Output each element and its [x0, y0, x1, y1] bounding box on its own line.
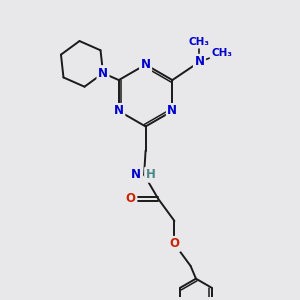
- Text: N: N: [194, 55, 204, 68]
- Text: N: N: [98, 67, 108, 80]
- Text: CH₃: CH₃: [189, 37, 210, 47]
- Text: N: N: [141, 58, 151, 71]
- Text: CH₃: CH₃: [211, 48, 232, 58]
- Text: H: H: [146, 168, 155, 181]
- Text: O: O: [169, 237, 179, 250]
- Text: O: O: [126, 192, 136, 206]
- Text: N: N: [167, 104, 177, 118]
- Text: N: N: [114, 104, 124, 118]
- Text: N: N: [131, 168, 141, 181]
